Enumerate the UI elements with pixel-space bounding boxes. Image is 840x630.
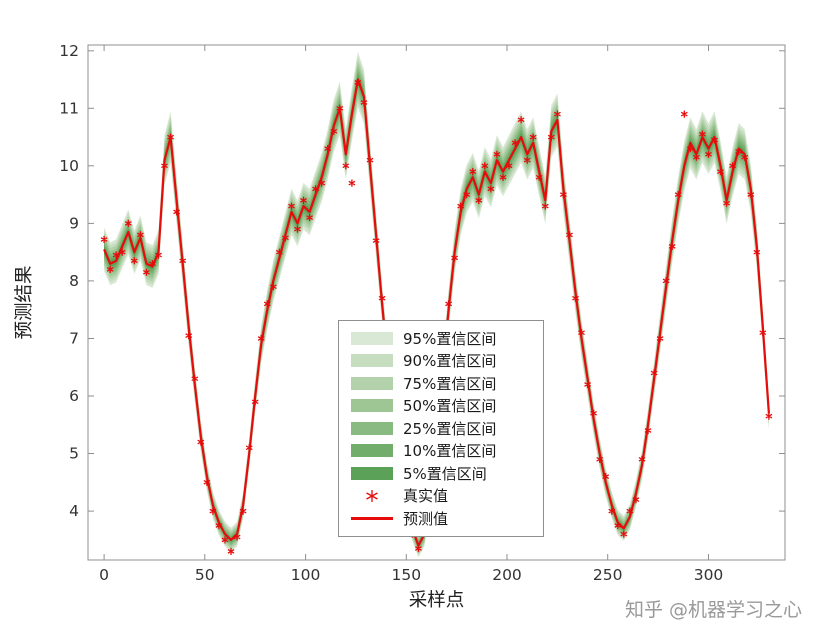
legend-label: 90%置信区间	[403, 352, 497, 371]
y-tick-label: 5	[69, 445, 79, 463]
y-tick-label: 4	[69, 502, 79, 520]
x-tick-label: 0	[99, 566, 109, 584]
y-tick-label: 7	[69, 330, 79, 348]
x-axis-label: 采样点	[409, 590, 465, 611]
x-tick-label: 100	[291, 566, 321, 584]
x-tick-label: 200	[492, 566, 522, 584]
legend-label: 预测值	[403, 509, 449, 528]
legend-row: 95%置信区间	[351, 327, 543, 350]
y-tick-label: 12	[59, 42, 79, 60]
legend-band-swatch	[351, 399, 393, 413]
legend-label: 95%置信区间	[403, 329, 497, 348]
legend-band-swatch	[351, 376, 393, 390]
y-tick-label: 10	[59, 157, 79, 175]
legend-row: 5%置信区间	[351, 462, 543, 485]
legend-label: 75%置信区间	[403, 374, 497, 393]
x-tick-label: 250	[593, 566, 623, 584]
legend-row: 75%置信区间	[351, 372, 543, 395]
x-tick-label: 50	[195, 566, 215, 584]
y-tick-label: 9	[69, 214, 79, 232]
legend-line-sample	[351, 516, 393, 520]
legend-row: 25%置信区间	[351, 417, 543, 440]
legend-label: 真实值	[403, 487, 449, 506]
watermark-text: 知乎 @机器学习之心	[624, 599, 802, 621]
legend-band-swatch	[351, 444, 393, 458]
legend-row: 10%置信区间	[351, 440, 543, 463]
legend-label: 50%置信区间	[403, 397, 497, 416]
y-tick-label: 11	[59, 99, 79, 117]
x-tick-label: 300	[694, 566, 724, 584]
legend-asterisk-icon	[351, 488, 393, 504]
legend-band-swatch	[351, 331, 393, 345]
legend-band-swatch	[351, 354, 393, 368]
legend-band-swatch	[351, 421, 393, 435]
legend-row: 50%置信区间	[351, 395, 543, 418]
legend-label: 25%置信区间	[403, 419, 497, 438]
y-tick-label: 6	[69, 387, 79, 405]
x-tick-label: 150	[392, 566, 422, 584]
legend-band-swatch	[351, 466, 393, 480]
legend-row: 90%置信区间	[351, 350, 543, 373]
legend-row: 预测值	[351, 507, 543, 530]
legend-label: 10%置信区间	[403, 442, 497, 461]
axes-box	[87, 44, 786, 561]
watermark: 知乎 @机器学习之心	[625, 595, 802, 622]
legend-row: 真实值	[351, 485, 543, 508]
y-tick-label: 8	[69, 272, 79, 290]
legend: 95%置信区间 90%置信区间 75%置信区间 50%置信区间 25%置信区间 10%置信…	[338, 320, 544, 537]
y-axis-label: 预测结果	[14, 265, 35, 339]
legend-label: 5%置信区间	[403, 464, 487, 483]
